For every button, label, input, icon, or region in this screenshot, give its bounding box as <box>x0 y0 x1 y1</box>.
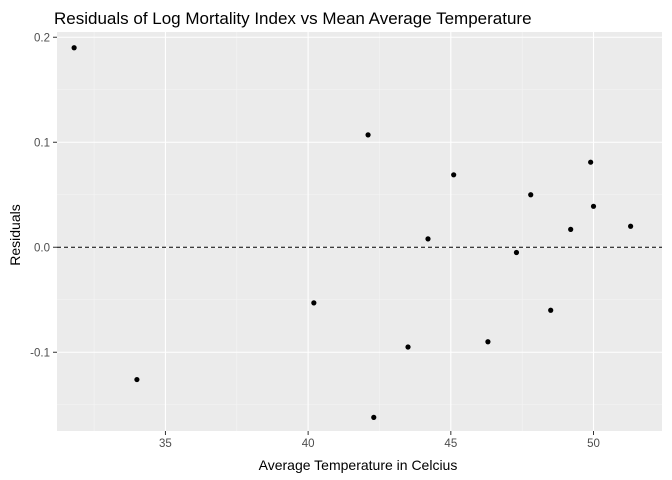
x-axis-title: Average Temperature in Celcius <box>259 457 458 473</box>
x-tick-label: 35 <box>159 438 172 450</box>
data-point <box>588 159 594 165</box>
y-tick-label: 0.2 <box>34 32 50 44</box>
data-point <box>425 236 431 242</box>
x-tick-label: 50 <box>587 438 600 450</box>
y-tick-label: -0.1 <box>30 347 50 359</box>
data-point <box>71 45 77 51</box>
minor-gridlines <box>57 32 662 431</box>
data-point <box>371 414 377 420</box>
data-point <box>590 203 597 209</box>
data-point <box>548 307 554 313</box>
plot-panel <box>57 32 662 431</box>
x-tick-label: 40 <box>302 438 315 450</box>
data-point <box>311 300 317 306</box>
data-point <box>405 344 411 350</box>
data-point <box>513 249 520 256</box>
data-point <box>365 132 371 138</box>
data-point <box>451 172 457 178</box>
data-point <box>568 226 574 232</box>
data-points <box>71 45 634 420</box>
chart-title: Residuals of Log Mortality Index vs Mean… <box>54 9 532 28</box>
data-point <box>628 223 634 229</box>
data-point <box>485 339 491 345</box>
y-tick-label: 0.1 <box>34 137 50 149</box>
data-point <box>528 192 534 198</box>
y-tick-label: 0.0 <box>34 242 50 254</box>
data-point <box>134 376 140 383</box>
y-axis-ticks: -0.1 0.0 0.1 0.2 <box>30 32 57 359</box>
x-tick-label: 45 <box>444 438 457 450</box>
y-axis-title: Residuals <box>7 204 23 265</box>
x-axis-ticks: 35 40 45 50 <box>159 431 600 450</box>
